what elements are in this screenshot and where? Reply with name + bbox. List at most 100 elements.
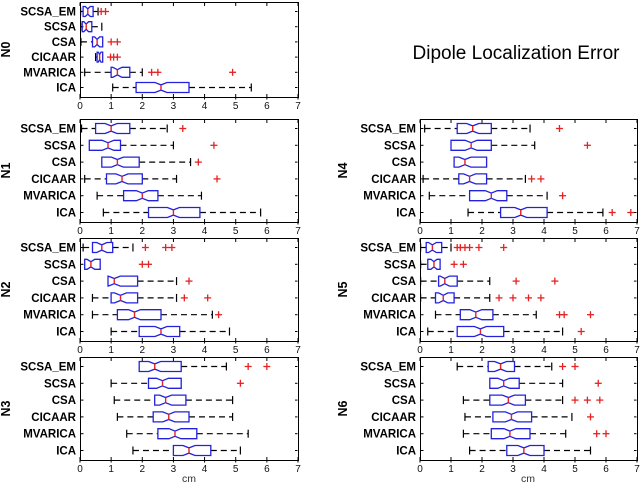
method-label-csa: CSA (52, 37, 76, 49)
x-tick-label: 0 (417, 226, 423, 237)
x-tick-label: 1 (448, 464, 454, 475)
method-label-scsa_em: SCSA_EM (20, 243, 76, 255)
box (459, 309, 494, 321)
axes-box-n0 (80, 2, 299, 98)
box (147, 206, 201, 219)
method-label-scsa: SCSA (44, 259, 76, 271)
x-tick-label: 3 (171, 464, 177, 475)
box (138, 325, 181, 338)
x-tick-label: 2 (140, 226, 146, 237)
x-tick-label: 5 (233, 226, 239, 237)
box (88, 139, 122, 151)
box (116, 309, 162, 321)
method-label-scsa_em: SCSA_EM (360, 362, 416, 374)
group-label-n3: N3 (0, 400, 13, 416)
method-label-ica: ICA (56, 327, 76, 339)
method-label-csa: CSA (392, 157, 416, 169)
box (458, 173, 488, 185)
method-label-cicaar: CICAAR (31, 52, 76, 64)
box (154, 394, 187, 406)
method-label-scsa_em: SCSA_EM (20, 7, 76, 19)
x-tick-label: 0 (77, 101, 83, 112)
group-label-n0: N0 (0, 41, 13, 57)
method-label-scsa: SCSA (44, 378, 76, 390)
axes-box-n5 (420, 238, 638, 342)
box (147, 377, 182, 389)
method-label-csa: CSA (392, 395, 416, 407)
x-tick-label: 2 (140, 101, 146, 112)
x-tick-label: 5 (233, 345, 239, 356)
box (107, 275, 139, 287)
box (468, 190, 508, 202)
box (110, 292, 139, 304)
method-label-scsa: SCSA (44, 140, 76, 152)
method-label-scsa: SCSA (384, 259, 416, 271)
x-tick-label: 4 (202, 226, 208, 237)
method-label-scsa: SCSA (44, 22, 76, 34)
x-tick-label: 7 (634, 226, 640, 237)
x-tick-label: 1 (108, 464, 114, 475)
box (96, 51, 104, 63)
x-tick-label: 4 (202, 101, 208, 112)
x-tick-label: 6 (264, 101, 270, 112)
method-label-scsa: SCSA (384, 378, 416, 390)
box (91, 241, 114, 254)
method-label-scsa_em: SCSA_EM (20, 124, 76, 136)
x-tick-label: 6 (264, 226, 270, 237)
box (157, 428, 198, 440)
box (499, 206, 548, 219)
x-tick-label: 4 (202, 345, 208, 356)
x-tick-label: 5 (233, 464, 239, 475)
group-label-n2: N2 (0, 281, 13, 297)
method-label-ica: ICA (396, 446, 416, 458)
x-tick-label: 5 (572, 226, 578, 237)
method-label-ica: ICA (396, 208, 416, 220)
x-tick-label: 5 (572, 464, 578, 475)
x-tick-label: 3 (171, 345, 177, 356)
x-tick-label: 0 (77, 226, 83, 237)
x-tick-label: 6 (603, 464, 609, 475)
method-label-mvarica: MVARICA (23, 429, 76, 441)
method-label-mvarica: MVARICA (23, 67, 76, 79)
box (138, 360, 182, 373)
method-label-scsa_em: SCSA_EM (20, 362, 76, 374)
x-tick-label: 4 (541, 464, 547, 475)
method-label-mvarica: MVARICA (363, 429, 416, 441)
method-label-csa: CSA (392, 276, 416, 288)
x-tick-label: 2 (479, 464, 485, 475)
method-label-cicaar: CICAAR (371, 293, 416, 305)
x-tick-label: 2 (140, 345, 146, 356)
group-label-n6: N6 (336, 400, 350, 416)
x-tick-label: 7 (295, 345, 301, 356)
box (152, 411, 190, 423)
box (489, 377, 520, 389)
box (450, 139, 492, 151)
group-label-n1: N1 (0, 162, 13, 178)
x-tick-label: 2 (479, 345, 485, 356)
x-tick-label: 5 (572, 345, 578, 356)
x-axis-label-right: cm (521, 473, 535, 485)
method-label-ica: ICA (396, 327, 416, 339)
box (487, 360, 516, 373)
group-label-n4: N4 (336, 162, 350, 178)
box (456, 122, 492, 135)
group-label-n5: N5 (336, 281, 350, 297)
method-label-csa: CSA (52, 395, 76, 407)
box (135, 81, 190, 94)
box (110, 66, 131, 78)
x-tick-label: 3 (510, 226, 516, 237)
x-tick-label: 1 (108, 226, 114, 237)
method-label-scsa_em: SCSA_EM (360, 124, 416, 136)
method-label-scsa: SCSA (384, 140, 416, 152)
box (172, 444, 212, 457)
x-tick-label: 5 (233, 101, 239, 112)
x-axis-label-left: cm (182, 473, 196, 485)
method-label-ica: ICA (56, 446, 76, 458)
box (122, 190, 159, 202)
x-tick-label: 3 (510, 464, 516, 475)
method-label-cicaar: CICAAR (31, 412, 76, 424)
axes-box-n4 (420, 119, 638, 223)
x-tick-label: 6 (603, 345, 609, 356)
x-tick-label: 2 (140, 464, 146, 475)
